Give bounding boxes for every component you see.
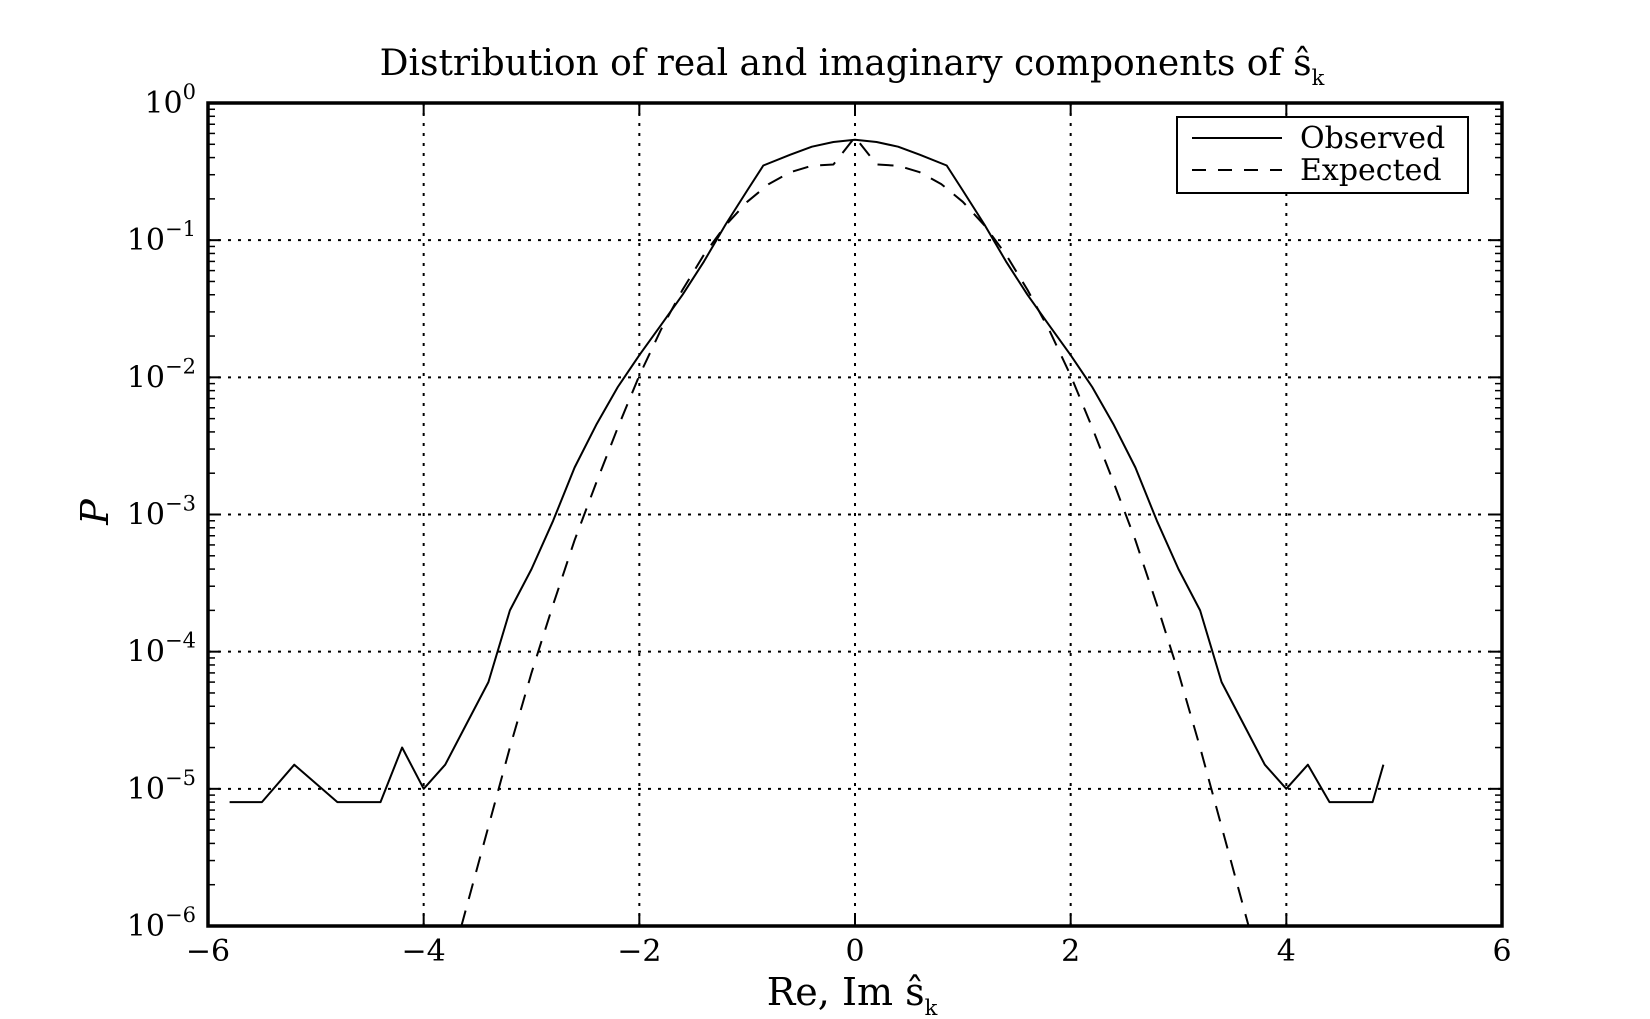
series-line-observed [229,138,1385,804]
tick-layer: −6 −4 −2 0 2 4 6 100 10−1 10−2 10−3 10−4 10−5 10−6 [127,80,1512,969]
y-tick-label: 10−4 [127,629,196,670]
legend-label-observed: Observed [1300,121,1445,156]
legend-label-expected: Expected [1300,153,1442,188]
y-tick-label: 10−3 [127,492,196,533]
plot-frame [206,101,1504,928]
y-tick-label: 10−5 [127,766,196,807]
series-line-expected [460,136,1250,927]
y-tick-label: 10−2 [127,354,196,395]
y-axis-label: P [73,498,117,526]
x-tick-label: −4 [402,934,446,969]
y-tick-label: 10−1 [127,217,196,258]
x-tick-label: 0 [845,934,864,969]
legend: Observed Expected [1176,116,1469,194]
x-tick-label: −6 [186,934,230,969]
series-layer [229,136,1385,927]
chart-title: Distribution of real and imaginary compo… [380,43,1325,90]
x-tick-label: 6 [1492,934,1511,969]
x-tick-label: −2 [617,934,661,969]
x-axis-label: Re, Im ŝk [767,970,938,1019]
legend-box [1176,116,1469,194]
x-tick-label: 2 [1061,934,1080,969]
grid-lines [208,103,1502,926]
y-tick-label: 10−6 [127,903,196,944]
x-tick-label: 4 [1277,934,1296,969]
y-tick-label: 100 [144,80,196,121]
